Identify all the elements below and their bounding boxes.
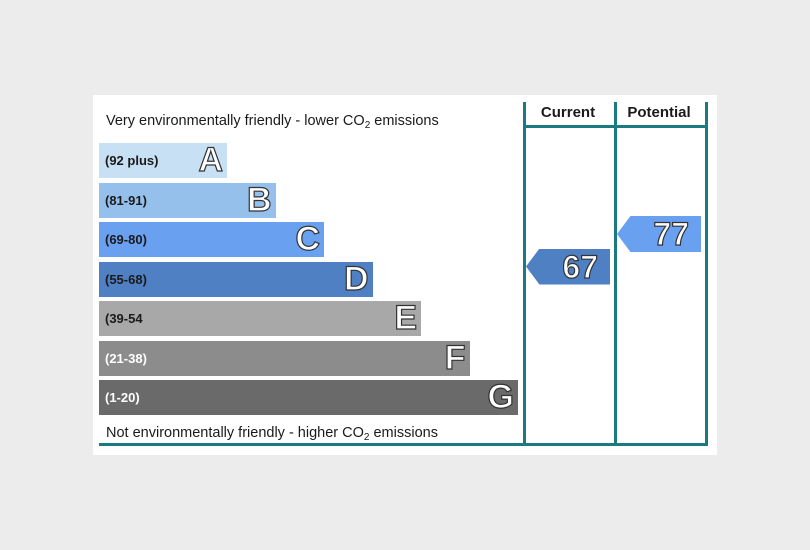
rating-band-g: (1-20) G	[99, 377, 518, 417]
band-letter: F	[444, 338, 466, 377]
rating-band-f: (21-38) F	[99, 338, 470, 377]
divider-right	[705, 102, 708, 445]
divider-middle	[614, 102, 617, 445]
potential-column-header: Potential	[627, 104, 691, 121]
baseline	[99, 443, 708, 446]
band-letter: D	[343, 259, 369, 298]
band-letter: B	[246, 180, 272, 219]
rating-band-b: (81-91) B	[99, 180, 276, 219]
rating-band-e: (39-54 E	[99, 298, 421, 338]
current-rating-arrow: 67	[526, 248, 610, 285]
caption-bottom: Not environmentally friendly - higher CO…	[106, 425, 438, 443]
band-range-label: (92 plus)	[105, 153, 159, 168]
current-rating-value: 67	[562, 248, 599, 285]
band-range-label: (21-38)	[105, 350, 147, 366]
band-letter: C	[295, 219, 321, 258]
band-range-label: (81-91)	[105, 192, 147, 208]
potential-rating-value: 77	[653, 216, 690, 252]
band-letter: A	[198, 140, 224, 179]
band-letter: G	[487, 377, 515, 416]
band-range-label: (55-68)	[105, 271, 147, 287]
band-range-label: (39-54	[105, 311, 143, 326]
caption-top: Very environmentally friendly - lower CO…	[106, 113, 439, 131]
header-underline	[523, 125, 708, 128]
potential-rating-arrow: 77	[617, 216, 701, 252]
divider-left	[523, 102, 526, 445]
band-range-label: (69-80)	[105, 232, 147, 247]
rating-band-a: (92 plus) A	[99, 140, 227, 180]
rating-band-d: (55-68) D	[99, 259, 373, 298]
rating-band-c: (69-80) C	[99, 219, 324, 259]
current-column-header: Current	[540, 104, 596, 121]
band-letter: E	[394, 298, 418, 337]
band-range-label: (1-20)	[105, 390, 140, 405]
